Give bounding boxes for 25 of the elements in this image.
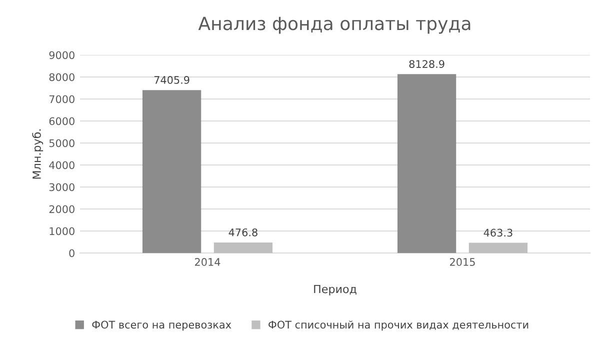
y-tick-label: 3000 <box>49 183 74 192</box>
x-axis-title: Период <box>314 284 356 296</box>
bar <box>468 242 528 253</box>
y-tick-label: 6000 <box>49 117 74 126</box>
y-tick-label: 2000 <box>49 205 74 214</box>
data-label: 8128.9 <box>409 60 444 68</box>
legend-label: ФОТ списочный на прочих видах деятельности <box>268 320 528 331</box>
bar <box>397 74 456 253</box>
data-label: 7405.9 <box>154 76 190 84</box>
y-tick-label: 0 <box>69 249 74 258</box>
y-tick-label: 8000 <box>49 73 74 82</box>
y-tick-label: 1000 <box>50 227 74 236</box>
legend-label: ФОТ всего на перевозках <box>92 320 232 331</box>
y-axis-title: Млн.руб. <box>32 129 44 179</box>
y-tick-label: 4000 <box>49 161 74 170</box>
x-tick-label: 2014 <box>195 258 220 266</box>
x-tick-label: 2015 <box>450 258 475 266</box>
y-tick-label: 9000 <box>49 51 74 60</box>
data-label: 463.3 <box>484 228 512 237</box>
y-tick-label: 5000 <box>49 139 74 148</box>
bar <box>142 90 202 253</box>
chart-title: Анализ фонда оплаты труда <box>198 16 470 34</box>
data-label: 476.8 <box>228 228 258 236</box>
bar <box>214 242 273 253</box>
y-tick-label: 7000 <box>49 95 74 104</box>
